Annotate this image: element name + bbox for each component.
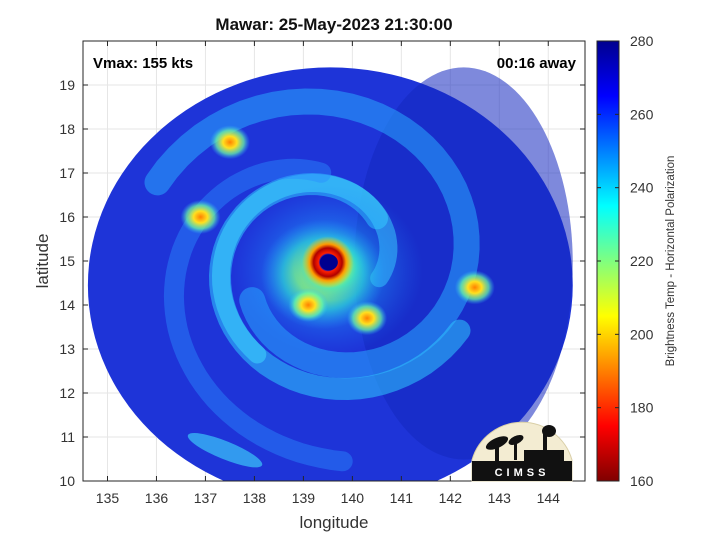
- edge-band: [187, 433, 263, 468]
- y-tick-label: 12: [59, 385, 75, 401]
- eye: [319, 254, 338, 271]
- x-tick-label: 140: [341, 490, 365, 506]
- y-tick-label: 18: [59, 121, 75, 137]
- colorbar-label: Brightness Temp - Horizontal Polarizatio…: [665, 156, 677, 367]
- y-tick-label: 19: [59, 77, 75, 93]
- colorbar-tick-label: 220: [630, 253, 654, 269]
- vmax-annotation: Vmax: 155 kts: [93, 55, 193, 72]
- colorbar-ticks: 160 180 200 220 240 260 280: [597, 33, 654, 489]
- colorbar-tick-label: 160: [630, 473, 654, 489]
- rainband: [163, 158, 353, 472]
- x-axis-ticks: 135 136 137 138 139 140 141 142 143 144: [96, 41, 560, 506]
- chart-title: Mawar: 25-May-2023 21:30:00: [215, 15, 452, 34]
- convective-cell: [209, 125, 250, 160]
- y-tick-label: 16: [59, 209, 75, 225]
- time-away-annotation: 00:16 away: [497, 55, 577, 72]
- cimss-logo: CIMSS: [471, 421, 573, 482]
- x-tick-label: 139: [292, 490, 316, 506]
- x-tick-label: 142: [439, 490, 463, 506]
- colorbar-tick-label: 240: [630, 180, 654, 196]
- convective-cell: [180, 200, 221, 234]
- colorbar-tick-label: 200: [630, 326, 654, 342]
- convective-cell: [288, 288, 329, 322]
- x-tick-label: 143: [488, 490, 512, 506]
- brightness-temp-swath: [87, 67, 573, 481]
- y-tick-label: 11: [60, 429, 75, 445]
- x-tick-label: 137: [194, 490, 218, 506]
- colorbar-gradient: [597, 41, 619, 481]
- colorbar-tick-label: 260: [630, 106, 654, 122]
- colorbar-tick-label: 280: [630, 33, 654, 49]
- y-axis-label: latitude: [33, 234, 52, 289]
- x-tick-label: 135: [96, 490, 120, 506]
- rainband: [144, 88, 480, 379]
- y-tick-label: 13: [59, 341, 75, 357]
- convective-cell: [347, 301, 388, 336]
- colorbar: 160 180 200 220 240 260 280 Brightness Temp - …: [596, 33, 677, 489]
- y-tick-label: 10: [59, 473, 75, 489]
- convective-cell: [454, 270, 495, 305]
- x-tick-label: 141: [390, 490, 414, 506]
- x-tick-label: 144: [537, 490, 561, 506]
- x-tick-label: 136: [145, 490, 169, 506]
- logo-text: CIMSS: [495, 467, 550, 479]
- y-tick-label: 14: [59, 297, 75, 313]
- colorbar-tick-label: 180: [630, 400, 654, 416]
- x-tick-label: 138: [243, 490, 267, 506]
- x-axis-label: longitude: [299, 513, 368, 532]
- y-axis-ticks: 10 11 12 13 14 15 16 17 18 19: [59, 77, 585, 489]
- y-tick-label: 15: [59, 253, 75, 269]
- plot-area: 135 136 137 138 139 140 141 142 143 144 101112131…: [59, 40, 586, 506]
- y-tick-label: 17: [59, 165, 75, 181]
